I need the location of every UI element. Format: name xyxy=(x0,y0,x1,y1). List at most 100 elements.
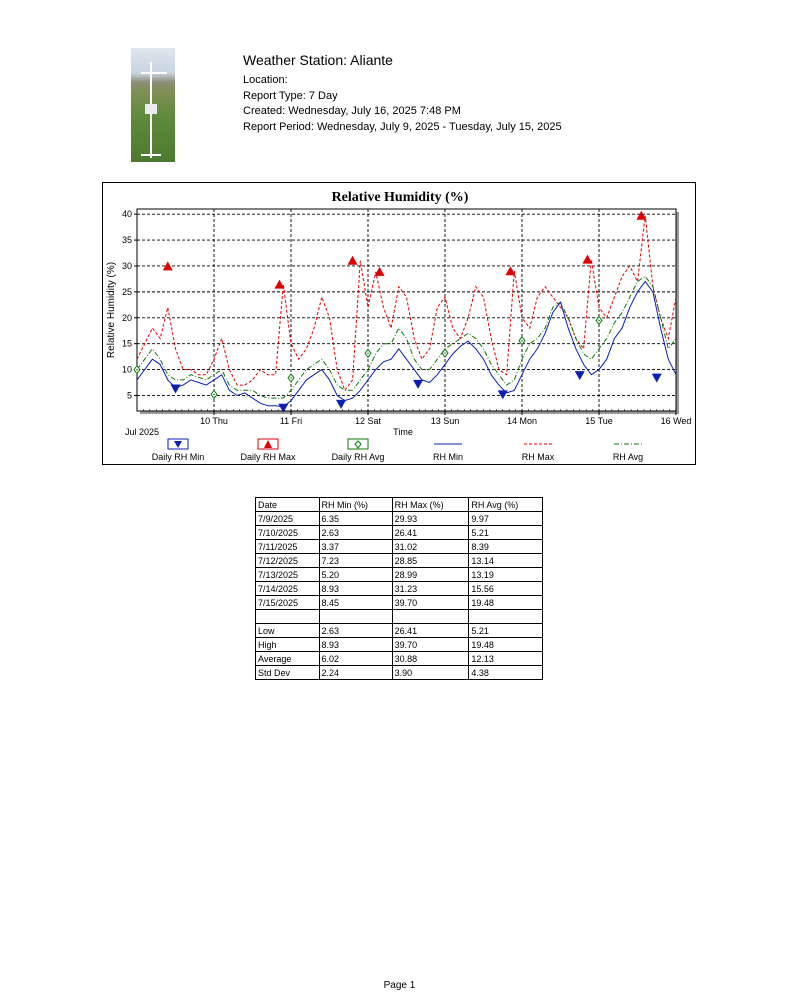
report-header: Weather Station: Aliante Location: Repor… xyxy=(243,50,562,135)
cell-min: 8.93 xyxy=(318,637,393,652)
legend-rh-avg: RH Avg xyxy=(613,443,643,462)
y-tick-label: 25 xyxy=(122,287,132,297)
cell-avg: 19.48 xyxy=(468,595,543,610)
humidity-chart: Relative Humidity (%) 5 10 15 20 25 30 35 40 10 T… xyxy=(102,182,696,465)
summary-row: Average 6.02 30.88 12.13 xyxy=(255,651,543,666)
cell-avg: 13.14 xyxy=(468,553,543,568)
legend-daily-rh-min-label: Daily RH Min xyxy=(152,452,205,462)
marker-daily-avg xyxy=(133,364,141,375)
cell-max: 3.90 xyxy=(391,665,470,680)
cell-avg: 8.39 xyxy=(468,539,543,554)
summary-row: High 8.93 39.70 19.48 xyxy=(255,637,543,652)
cell-max: 28.85 xyxy=(391,553,470,568)
table-row: 7/9/2025 6.35 29.93 9.97 xyxy=(255,511,543,526)
cell-avg: 5.21 xyxy=(468,525,543,540)
marker-daily-min xyxy=(651,373,662,383)
cell-max: 26.41 xyxy=(391,623,470,638)
y-tick-label: 35 xyxy=(122,235,132,245)
table-row: 7/13/2025 5.20 28.99 13.19 xyxy=(255,567,543,582)
table-header-row: Date RH Min (%) RH Max (%) RH Avg (%) xyxy=(255,497,543,512)
x-tick-label: 12 Sat xyxy=(355,416,382,426)
table-spacer-row xyxy=(255,609,543,624)
col-avg-header: RH Avg (%) xyxy=(468,497,543,512)
cell-date: 7/12/2025 xyxy=(255,553,320,568)
cell-max: 28.99 xyxy=(391,567,470,582)
cell-min: 8.45 xyxy=(318,595,393,610)
humidity-table: Date RH Min (%) RH Max (%) RH Avg (%) 7/… xyxy=(255,497,543,680)
y-tick-label: 10 xyxy=(122,365,132,375)
marker-daily-min xyxy=(336,399,347,409)
marker-daily-avg xyxy=(287,373,295,383)
cell-stat-label: Std Dev xyxy=(255,665,320,680)
cell-min: 2.24 xyxy=(318,665,393,680)
cell-min: 6.02 xyxy=(318,651,393,666)
marker-daily-max xyxy=(582,254,593,264)
cell-avg: 12.13 xyxy=(468,651,543,666)
x-tick-label: 13 Sun xyxy=(431,416,460,426)
plot-area xyxy=(136,208,677,412)
cell-min: 6.35 xyxy=(318,511,393,526)
chart-canvas: Relative Humidity (%) 5 10 15 20 25 30 35 40 10 T… xyxy=(106,190,691,462)
marker-daily-max xyxy=(505,266,516,276)
station-title: Weather Station: Aliante xyxy=(243,52,393,68)
legend-daily-rh-min: Daily RH Min xyxy=(152,438,205,462)
col-min-header: RH Min (%) xyxy=(318,497,393,512)
cell-avg: 5.21 xyxy=(468,623,543,638)
marker-daily-max xyxy=(162,261,173,271)
cell-date: 7/14/2025 xyxy=(255,581,320,596)
cell-date: 7/15/2025 xyxy=(255,595,320,610)
legend-daily-rh-max: Daily RH Max xyxy=(240,438,296,462)
marker-daily-max xyxy=(636,210,647,220)
cell-min: 8.93 xyxy=(318,581,393,596)
location-line: Location: xyxy=(243,74,288,86)
legend-rh-min: RH Min xyxy=(433,443,463,462)
x-tick-label: 14 Mon xyxy=(507,416,537,426)
cell-max: 30.88 xyxy=(391,651,470,666)
legend-rh-max: RH Max xyxy=(522,443,555,462)
legend-daily-rh-max-label: Daily RH Max xyxy=(240,452,296,462)
legend-daily-rh-avg-label: Daily RH Avg xyxy=(332,452,385,462)
table-row: 7/11/2025 3.37 31.02 8.39 xyxy=(255,539,543,554)
cell-max: 39.70 xyxy=(391,637,470,652)
cell-max: 29.93 xyxy=(391,511,470,526)
legend-daily-rh-avg: Daily RH Avg xyxy=(332,438,385,462)
x-tick-label: 15 Tue xyxy=(585,416,613,426)
marker-daily-avg xyxy=(518,335,526,346)
marker-daily-min xyxy=(278,403,289,413)
table-row: 7/14/2025 8.93 31.23 15.56 xyxy=(255,581,543,596)
station-photo xyxy=(131,48,175,162)
cell-date: 7/10/2025 xyxy=(255,525,320,540)
cell-stat-label: Low xyxy=(255,623,320,638)
legend-rh-max-label: RH Max xyxy=(522,452,555,462)
legend-rh-avg-label: RH Avg xyxy=(613,452,643,462)
cell-min: 5.20 xyxy=(318,567,393,582)
marker-daily-max xyxy=(374,266,385,276)
cell-max: 31.23 xyxy=(391,581,470,596)
created-line: Created: Wednesday, July 16, 2025 7:48 P… xyxy=(243,105,461,117)
y-tick-label: 15 xyxy=(122,339,132,349)
marker-daily-min xyxy=(497,390,508,400)
y-tick-label: 40 xyxy=(122,209,132,219)
report-type-line: Report Type: 7 Day xyxy=(243,89,338,102)
cell-min: 3.37 xyxy=(318,539,393,554)
cell-avg: 13.19 xyxy=(468,567,543,582)
x-tick-label: 11 Fri xyxy=(280,416,302,426)
cell-min: 7.23 xyxy=(318,553,393,568)
cell-max: 31.02 xyxy=(391,539,470,554)
marker-daily-min xyxy=(413,379,424,389)
cell-min: 2.63 xyxy=(318,525,393,540)
marker-daily-avg xyxy=(364,348,372,359)
cell-avg: 15.56 xyxy=(468,581,543,596)
report-period-line: Report Period: Wednesday, July 9, 2025 -… xyxy=(243,120,562,133)
marker-daily-min xyxy=(170,384,181,394)
col-max-header: RH Max (%) xyxy=(391,497,470,512)
cell-avg: 19.48 xyxy=(468,637,543,652)
page-number: Page 1 xyxy=(383,980,416,991)
marker-daily-avg xyxy=(210,389,218,400)
cell-min: 2.63 xyxy=(318,623,393,638)
marker-daily-max xyxy=(274,279,285,289)
cell-max: 26.41 xyxy=(391,525,470,540)
series-rh-min xyxy=(136,280,677,408)
cell-date: 7/9/2025 xyxy=(255,511,320,526)
cell-avg: 9.97 xyxy=(468,511,543,526)
